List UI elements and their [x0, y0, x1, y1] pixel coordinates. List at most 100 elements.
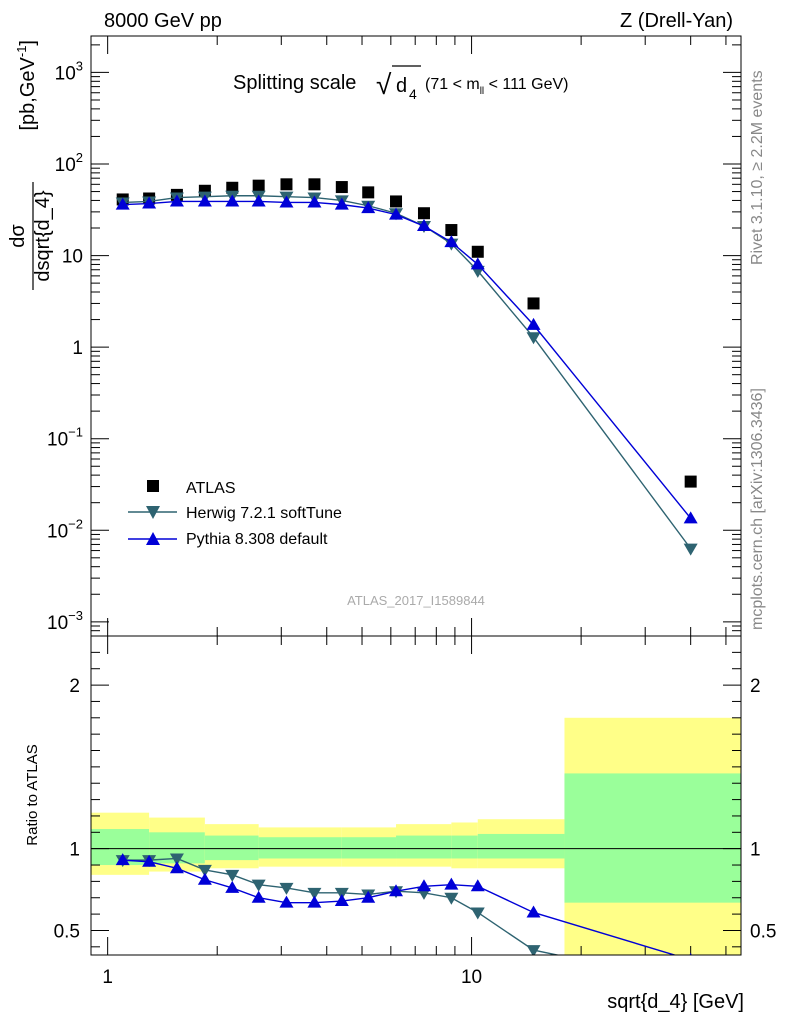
y-tick-label-main: 103 — [55, 58, 83, 84]
main-point-data — [684, 475, 697, 488]
mcplots-label: mcplots.cern.ch [arXiv:1306.3436] — [749, 388, 766, 630]
ylabel-units: [pb,GeV-1] — [14, 40, 39, 131]
plot-title: Splitting scale √ d 4 (71 < mll < 111 Ge… — [233, 65, 568, 102]
ratio-series-group — [115, 853, 698, 990]
main-point-data — [252, 179, 265, 192]
ratio-point-pythia — [142, 854, 157, 867]
main-point-data — [308, 178, 321, 191]
legend-marker-herwig — [146, 506, 160, 519]
legend-label-herwig: Herwig 7.2.1 softTune — [186, 505, 342, 522]
main-point-pythia — [526, 317, 541, 330]
process-label: Z (Drell-Yan) — [620, 10, 733, 32]
ratio-point-herwig — [225, 869, 240, 882]
x-tick-label: 10 — [461, 967, 482, 988]
y-axis-label-ratio: Ratio to ATLAS — [24, 744, 41, 845]
ratio-uncertainty-bands — [91, 717, 741, 955]
y-tick-label-main: 10−3 — [47, 608, 83, 634]
ratio-point-pythia — [444, 877, 459, 890]
ratio-point-herwig — [470, 907, 485, 920]
main-point-pythia — [444, 235, 459, 248]
legend: ATLAS Herwig 7.2.1 softTune Pythia 8.308… — [128, 480, 342, 548]
y-tick-label-main: 1 — [72, 338, 83, 359]
ratio-point-pythia — [526, 905, 541, 918]
mass-cut-sub: ll — [480, 86, 484, 97]
energy-label: 8000 GeV pp — [104, 10, 222, 32]
mass-cut: (71 < mll < 111 GeV) — [425, 76, 568, 97]
main-point-pythia — [169, 194, 184, 207]
ratio-point-pythia — [334, 894, 349, 907]
mass-cut-suffix: < 111 GeV) — [484, 76, 568, 93]
d-subscript: 4 — [409, 86, 417, 102]
ratio-line-pythia — [122, 859, 677, 955]
main-point-data — [445, 224, 458, 237]
y-tick-label-base: 10 — [47, 613, 68, 634]
ratio-point-pythia — [361, 890, 376, 903]
y-tick-label-ratio-right: 2 — [750, 676, 761, 697]
main-point-data — [390, 195, 403, 208]
ratio-point-herwig — [444, 892, 459, 905]
main-point-data — [527, 297, 540, 310]
y-tick-label-main: 10 — [62, 247, 83, 268]
main-point-data — [362, 186, 375, 199]
main-point-herwig — [526, 332, 541, 345]
y-tick-label-main: 10−1 — [47, 425, 83, 451]
main-point-pythia — [416, 219, 431, 232]
ratio-point-herwig — [526, 945, 541, 955]
main-point-pythia — [225, 194, 240, 207]
main-point-pythia — [683, 511, 698, 524]
ratio-point-pythia — [307, 895, 322, 908]
legend-marker-atlas — [147, 480, 159, 492]
ratio-line-herwig — [122, 857, 561, 955]
analysis-watermark: ATLAS_2017_I1589844 — [347, 593, 485, 608]
ratio-point-pythia — [225, 880, 240, 893]
main-point-data — [280, 178, 293, 191]
y-tick-label-ratio: 1 — [69, 840, 80, 861]
ratio-point-pythia — [169, 861, 184, 874]
ratio-point-herwig — [197, 864, 212, 877]
y-tick-label-base: 10 — [55, 155, 76, 176]
main-point-pythia — [470, 257, 485, 270]
main-point-pythia — [279, 195, 294, 208]
main-point-data — [335, 181, 348, 194]
ylabel-units-text: [pb,GeV — [17, 56, 39, 130]
main-point-data — [417, 207, 430, 220]
main-line-pythia — [122, 200, 692, 519]
x-axis-label: sqrt{d_4} [GeV] — [607, 991, 744, 1013]
main-line-herwig — [122, 195, 692, 550]
legend-label-atlas: ATLAS — [186, 480, 236, 497]
y-tick-label-exponent: −3 — [68, 608, 83, 623]
ratio-plot-frame — [90, 635, 742, 956]
y-tick-label-base: 10 — [47, 430, 68, 451]
y-tick-label-ratio: 2 — [69, 676, 80, 697]
rivet-version-label: Rivet 3.1.10, ≥ 2.2M events — [749, 70, 766, 265]
ratio-point-herwig — [169, 853, 184, 866]
ratio-point-herwig — [279, 882, 294, 895]
ratio-point-pythia — [689, 952, 692, 955]
y-tick-label-exponent: −1 — [68, 425, 83, 440]
main-point-pythia — [197, 194, 212, 207]
ratio-point-herwig — [251, 879, 266, 892]
ratio-band-inner — [396, 835, 452, 859]
y-tick-label-main: 102 — [55, 150, 83, 176]
ylabel-denominator: dsqrt{d_4} — [32, 190, 54, 282]
y-tick-label-ratio: 0.5 — [54, 921, 80, 942]
main-series-group — [115, 178, 698, 556]
sqrt-symbol: √ — [376, 69, 392, 100]
ratio-point-pythia — [470, 879, 485, 892]
y-tick-label-main: 10−2 — [47, 516, 83, 542]
y-tick-label-exponent: 2 — [76, 150, 83, 165]
y-tick-label-base: 10 — [47, 521, 68, 542]
ratio-point-pythia — [197, 872, 212, 885]
main-point-pythia — [334, 197, 349, 210]
ratio-point-pythia — [389, 884, 404, 897]
ratio-point-herwig — [307, 887, 322, 900]
y-tick-label-exponent: 3 — [76, 58, 83, 73]
y-tick-label-base: 1 — [72, 338, 83, 359]
ratio-band-inner — [451, 835, 478, 859]
main-point-data — [471, 245, 484, 258]
y-tick-label-ratio-right: 0.5 — [750, 921, 776, 942]
ratio-point-herwig — [684, 978, 698, 990]
ratio-point-pythia — [416, 879, 431, 892]
y-tick-label-ratio-right: 1 — [750, 840, 761, 861]
